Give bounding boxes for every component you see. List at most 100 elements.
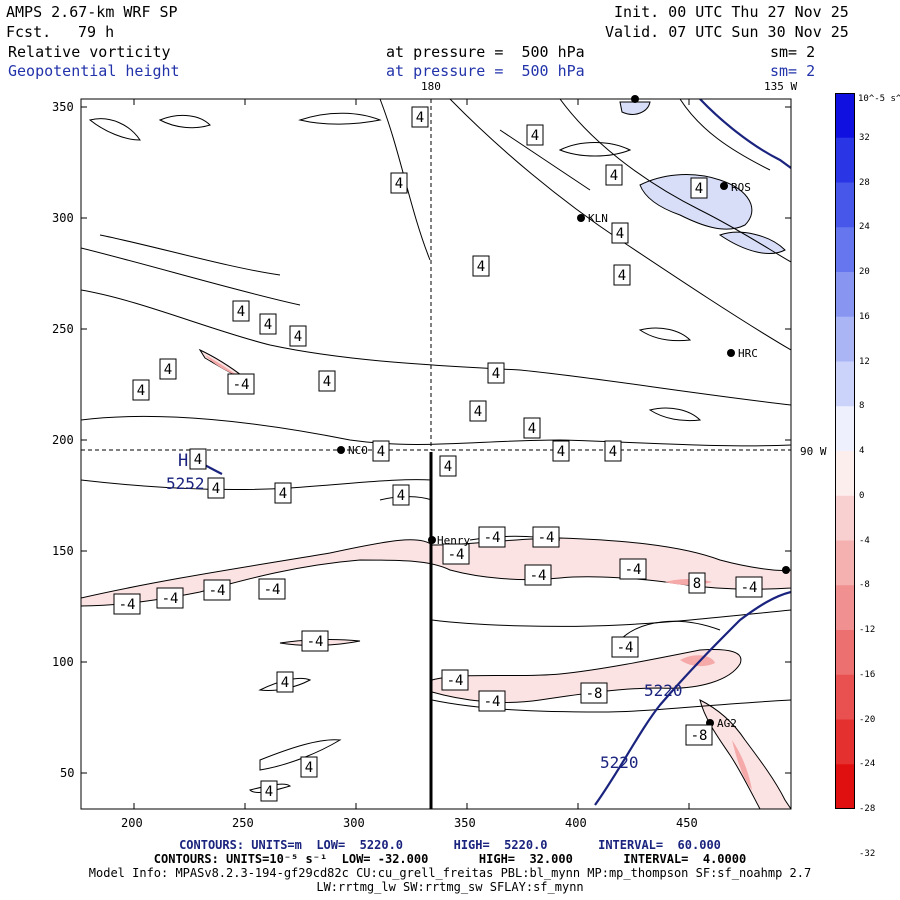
station-label-kln: KLN xyxy=(588,212,608,225)
svg-text:8: 8 xyxy=(693,576,701,592)
footer-model-info: Model Info: MPASv8.2.3-194-gf29cd82c CU:… xyxy=(88,866,812,880)
svg-text:4: 4 xyxy=(264,317,272,333)
svg-text:4: 4 xyxy=(618,268,626,284)
contour-label: 4 xyxy=(611,222,629,244)
y-tick-150: 150 xyxy=(52,544,74,558)
contour-label: -4 xyxy=(227,373,255,395)
contour-label: 4 xyxy=(392,484,410,506)
contour-label: -8 xyxy=(685,724,713,746)
init-time: Init. 00 UTC Thu 27 Nov 25 xyxy=(614,3,849,21)
colorbar-tick-label: 28 xyxy=(859,177,870,188)
height-label-5220-a: 5220 xyxy=(644,681,683,700)
svg-text:-4: -4 xyxy=(233,377,250,393)
station-dot-hrc xyxy=(727,349,735,357)
height-label-5252: 5252 xyxy=(166,474,205,493)
contour-label: 4 xyxy=(390,172,408,194)
longitude-label-90w: 90 W xyxy=(800,445,827,458)
colorbar-tick-label: 24 xyxy=(859,222,870,233)
station-label-ag2: AG2 xyxy=(717,717,737,730)
svg-text:4: 4 xyxy=(377,444,385,460)
svg-text:-4: -4 xyxy=(264,582,281,598)
footer-height-contours: CONTOURS: UNITS=m LOW= 5220.0 HIGH= 5220… xyxy=(179,838,721,852)
svg-text:4: 4 xyxy=(305,760,313,776)
station-label-ros: ROS xyxy=(731,181,751,194)
svg-text:-8: -8 xyxy=(691,728,708,744)
svg-text:4: 4 xyxy=(212,481,220,497)
svg-text:4: 4 xyxy=(265,784,273,800)
field2-level: at pressure = 500 hPa xyxy=(386,62,585,80)
x-tick-350: 350 xyxy=(454,816,476,830)
x-tick-300: 300 xyxy=(343,816,365,830)
station-dot-nco xyxy=(337,446,345,454)
negative-vorticity-areas xyxy=(81,348,791,809)
x-tick-200: 200 xyxy=(121,816,143,830)
svg-text:4: 4 xyxy=(610,168,618,184)
svg-text:4: 4 xyxy=(531,128,539,144)
field2-name: Geopotential height xyxy=(8,62,180,80)
longitude-label-135w: 135 W xyxy=(764,80,798,93)
longitude-label-180: 180 xyxy=(421,80,441,93)
svg-text:4: 4 xyxy=(444,459,452,475)
contour-label: -4 xyxy=(611,636,639,658)
svg-text:-4: -4 xyxy=(307,634,324,650)
svg-text:4: 4 xyxy=(323,374,331,390)
contour-label: -4 xyxy=(619,558,647,580)
svg-text:-4: -4 xyxy=(741,580,758,596)
contour-label: -4 xyxy=(441,669,469,691)
svg-text:-4: -4 xyxy=(617,640,634,656)
colorbar-tick-label: 8 xyxy=(859,401,865,412)
colorbar-tick-label: 4 xyxy=(859,446,865,456)
model-title: AMPS 2.67-km WRF SP xyxy=(6,3,178,21)
contour-label: 4 xyxy=(276,671,294,693)
colorbar-tick-label: 20 xyxy=(859,267,870,277)
station-dot-top xyxy=(631,95,639,103)
station-label-hrc: HRC xyxy=(738,347,758,360)
x-tick-400: 400 xyxy=(565,816,587,830)
contour-label: 4 xyxy=(207,477,225,499)
svg-text:4: 4 xyxy=(294,329,302,345)
contour-label: 4 xyxy=(274,482,292,504)
contour-label: 4 xyxy=(526,124,544,146)
svg-text:4: 4 xyxy=(528,421,536,437)
svg-text:4: 4 xyxy=(164,362,172,378)
svg-text:4: 4 xyxy=(137,383,145,399)
contour-label: 4 xyxy=(372,440,390,462)
footer-vorticity-contours: CONTOURS: UNITS=10⁻⁵ s⁻¹ LOW= -32.000 HI… xyxy=(153,852,747,866)
svg-text:-4: -4 xyxy=(448,547,465,563)
svg-text:4: 4 xyxy=(395,176,403,192)
vorticity-contours xyxy=(81,99,791,794)
svg-text:4: 4 xyxy=(279,486,287,502)
forecast-label: Fcst. xyxy=(6,23,52,41)
contour-label: 4 xyxy=(300,756,318,778)
contour-label: 4 xyxy=(260,780,278,802)
svg-text:-4: -4 xyxy=(625,562,642,578)
y-tick-250: 250 xyxy=(52,322,74,336)
grid-lines xyxy=(81,99,791,451)
colorbar-tick-label: -20 xyxy=(859,714,876,725)
colorbar xyxy=(835,93,855,809)
contour-label: 4 xyxy=(159,358,177,380)
svg-text:4: 4 xyxy=(695,181,703,197)
svg-text:-4: -4 xyxy=(484,694,501,710)
svg-text:4: 4 xyxy=(397,488,405,504)
contour-label: 4 xyxy=(289,325,307,347)
y-tick-200: 200 xyxy=(52,433,74,447)
footer-physics-info: LW:rrtmg_lw SW:rrtmg_sw SFLAY:sf_mynn xyxy=(316,880,584,894)
svg-text:-4: -4 xyxy=(162,591,179,607)
contour-label: -4 xyxy=(524,564,552,586)
svg-text:-4: -4 xyxy=(447,673,464,689)
colorbar-tick-label: -16 xyxy=(859,669,876,680)
station-label-nco: NCO xyxy=(348,444,368,457)
field1-level: at pressure = 500 hPa xyxy=(386,43,585,61)
colorbar-tick-label: 32 xyxy=(859,132,870,143)
svg-text:4: 4 xyxy=(194,452,202,468)
contour-label: 4 xyxy=(469,400,487,422)
contour-label: -4 xyxy=(258,578,286,600)
svg-text:4: 4 xyxy=(237,304,245,320)
field1-name: Relative vorticity xyxy=(8,43,171,61)
valid-time: Valid. 07 UTC Sun 30 Nov 25 xyxy=(605,23,849,41)
contour-label: -8 xyxy=(580,682,608,704)
svg-text:-8: -8 xyxy=(586,686,603,702)
contour-label: 4 xyxy=(411,106,429,128)
colorbar-tick-label: -24 xyxy=(859,759,876,770)
